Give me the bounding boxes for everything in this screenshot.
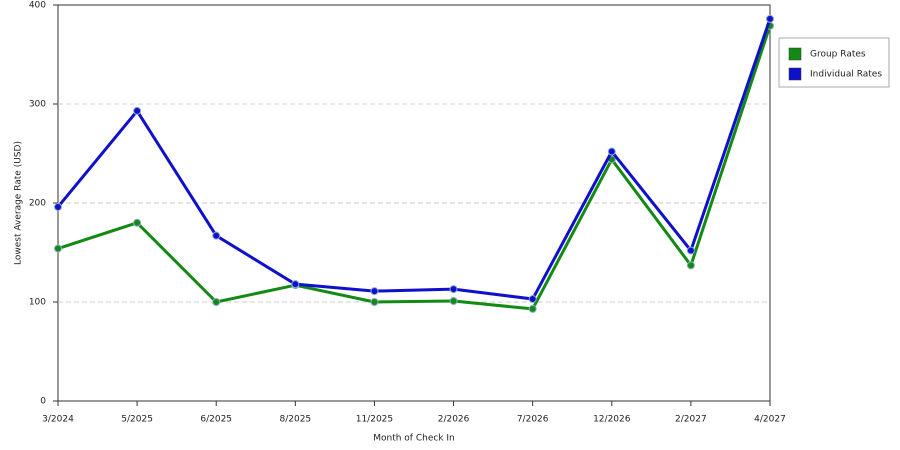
x-tick-label: 4/2027 [754,415,786,425]
legend-label: Group Rates [810,50,866,60]
legend-swatch [788,67,802,81]
point [686,246,695,255]
point [766,14,774,23]
y-tick-label: 200 [29,199,46,209]
point [54,202,62,211]
x-tick-label: 2/2026 [438,415,470,425]
point [370,287,379,296]
y-tick-label: 100 [29,298,46,308]
y-tick-label: 0 [40,397,46,407]
point [686,261,695,270]
series-line [57,25,772,311]
x-tick-label: 6/2025 [200,415,232,425]
legend-swatch [788,47,802,61]
series-line [56,18,772,301]
point [54,244,62,253]
point [212,298,221,306]
x-tick-label: 7/2026 [517,415,549,425]
point [449,285,458,294]
x-tick-label: 2/2027 [675,415,707,425]
point [370,298,379,306]
point [291,280,300,289]
x-tick-label: 3/2024 [42,415,74,425]
y-tick-label: 400 [29,1,46,11]
x-tick-label: 11/2025 [356,415,393,425]
x-axis-label: Month of Check In [373,434,455,444]
y-tick-label: 300 [29,100,46,110]
point [212,231,221,240]
x-tick-label: 12/2026 [593,415,631,425]
point [528,304,537,313]
point [133,106,142,115]
x-tick-label: 8/2025 [279,415,311,425]
point [607,147,616,156]
y-axis-label: Lowest Average Rate (USD) [14,141,24,265]
legend-label: Individual Rates [810,70,882,80]
x-tick-label: 5/2025 [121,415,153,425]
point [133,218,142,227]
point [528,295,537,304]
point [449,297,458,306]
